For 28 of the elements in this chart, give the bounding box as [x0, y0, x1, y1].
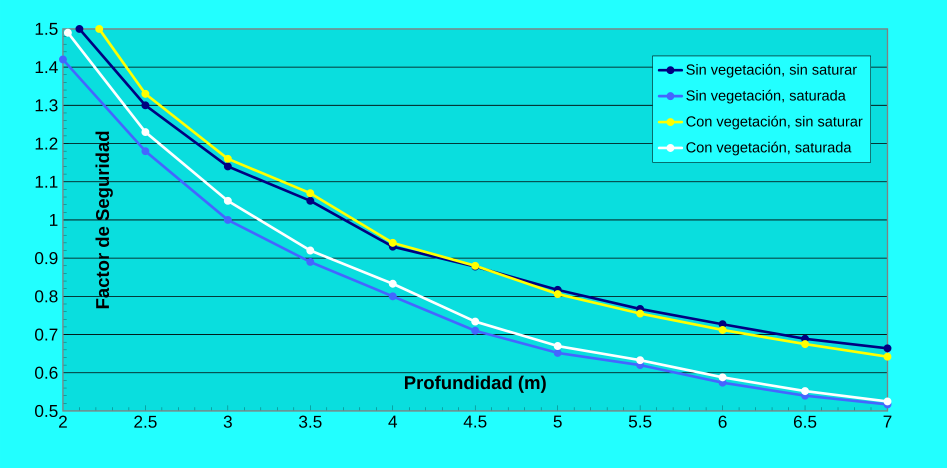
x-tick-label: 2	[59, 415, 67, 428]
y-tick-label: 0.5	[35, 404, 58, 417]
legend-label: Con vegetación, saturada	[686, 141, 852, 156]
x-tick-label: 2.5	[134, 415, 157, 428]
y-tick-label: 1.2	[36, 137, 58, 150]
x-tick-label: 4.5	[464, 415, 486, 428]
y-tick-label: 1.5	[36, 22, 58, 35]
x-tick-label: 5.5	[628, 415, 652, 428]
x-tick-label: 7	[884, 415, 892, 428]
y-tick-label: 0.8	[35, 290, 58, 302]
x-tick-label: 3.5	[299, 415, 322, 428]
x-tick-label: 4	[388, 415, 398, 428]
x-tick-label: 6	[718, 415, 727, 428]
y-tick-label: 1	[50, 214, 58, 226]
x-tick-label: 6.5	[794, 415, 816, 428]
x-axis-title: Profundidad (m)	[404, 375, 546, 393]
y-tick-label: 0.6	[35, 366, 58, 379]
y-tick-label: 0.9	[35, 252, 58, 264]
y-tick-label: 1.4	[36, 61, 58, 73]
x-tick-label: 5	[554, 415, 562, 428]
legend-label: Sin vegetación, sin saturar	[686, 64, 857, 78]
y-tick-label: 0.7	[35, 328, 58, 340]
y-axis-title: Factor de Seguridad	[95, 132, 113, 308]
x-tick-label: 3	[224, 415, 232, 428]
y-tick-label: 1.3	[36, 99, 58, 112]
legend-label: Con vegetación, sin saturar	[686, 116, 863, 130]
legend-label: Sin vegetación, saturada	[686, 90, 846, 104]
y-tick-label: 1.1	[36, 176, 58, 188]
